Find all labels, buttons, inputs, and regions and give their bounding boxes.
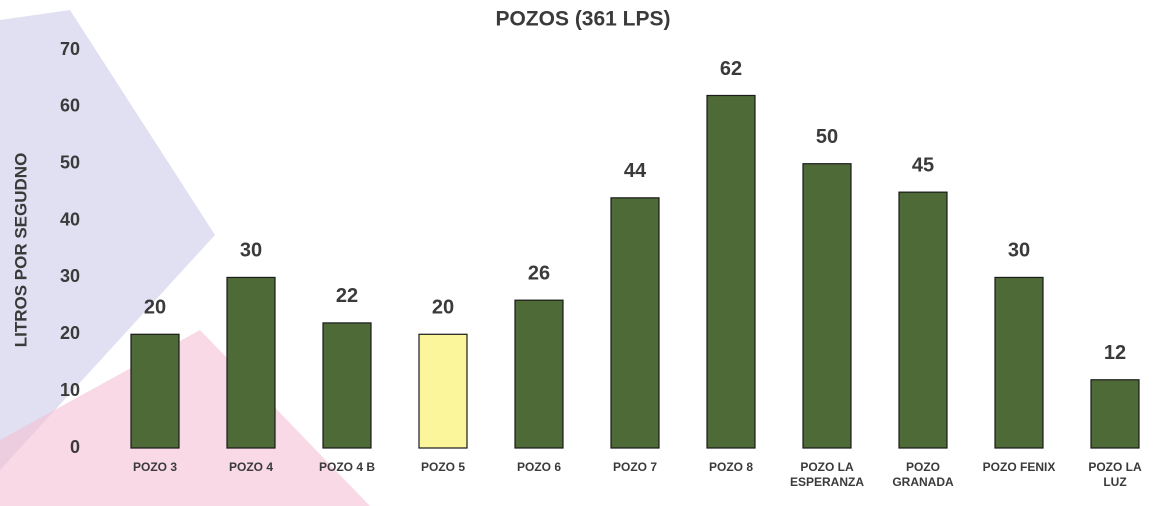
data-label: 22 [336, 285, 358, 307]
bar [515, 300, 563, 448]
data-label: 30 [240, 240, 262, 262]
x-tick-label: POZO 8 [693, 460, 769, 475]
bar [899, 192, 947, 448]
y-tick-label: 50 [60, 152, 80, 172]
x-tick-label: POZO 7 [597, 460, 673, 475]
y-tick-label: 10 [60, 380, 80, 400]
x-tick-wrap: POZO GRANADA [885, 460, 961, 500]
data-label: 20 [144, 297, 166, 319]
data-label: 62 [720, 58, 742, 80]
x-tick-label: POZO 3 [117, 460, 193, 475]
x-tick-label: POZO 4 [213, 460, 289, 475]
x-tick-wrap: POZO 6 [501, 460, 577, 500]
x-tick-label: POZO GRANADA [885, 460, 961, 490]
x-tick-label: POZO 5 [405, 460, 481, 475]
x-tick-wrap: POZO LA ESPERANZA [789, 460, 865, 500]
bar [323, 323, 371, 448]
data-label: 26 [528, 262, 550, 284]
data-label: 30 [1008, 240, 1030, 262]
y-tick-label: 20 [60, 323, 80, 343]
chart-title: POZOS (361 LPS) [495, 8, 670, 31]
x-tick-wrap: POZO 8 [693, 460, 769, 500]
x-tick-label: POZO FENIX [981, 460, 1057, 475]
y-axis-label: LITROS POR SEGUDNO [11, 153, 30, 348]
data-label: 50 [816, 126, 838, 148]
chart: POZOS (361 LPS) LITROS POR SEGUDNO 0 10 20… [0, 0, 1167, 506]
bar [803, 164, 851, 448]
x-tick-label: POZO LA LUZ [1077, 460, 1153, 490]
y-tick-label: 40 [60, 209, 80, 229]
y-tick-label: 70 [60, 39, 80, 59]
data-label: 20 [432, 297, 454, 319]
data-label: 44 [624, 160, 647, 182]
x-tick-wrap: POZO 4 [213, 460, 289, 500]
x-tick-wrap: POZO 7 [597, 460, 673, 500]
bar [227, 277, 275, 448]
x-tick-wrap: POZO FENIX [981, 460, 1057, 500]
x-tick-wrap: POZO 3 [117, 460, 193, 500]
data-label: 12 [1104, 342, 1126, 364]
data-label: 45 [912, 154, 934, 176]
y-tick-label: 60 [60, 96, 80, 116]
x-tick-label: POZO 6 [501, 460, 577, 475]
bar [1091, 380, 1139, 448]
bar [707, 95, 755, 448]
x-tick-wrap: POZO 5 [405, 460, 481, 500]
bar [995, 277, 1043, 448]
bar [131, 334, 179, 448]
bar [419, 334, 467, 448]
bar [611, 198, 659, 448]
x-tick-label: POZO LA ESPERANZA [789, 460, 865, 490]
y-tick-label: 0 [70, 437, 80, 457]
x-tick-wrap: POZO 4 B [309, 460, 385, 500]
x-tick-wrap: POZO LA LUZ [1077, 460, 1153, 500]
y-tick-label: 30 [60, 266, 80, 286]
x-tick-label: POZO 4 B [309, 460, 385, 475]
